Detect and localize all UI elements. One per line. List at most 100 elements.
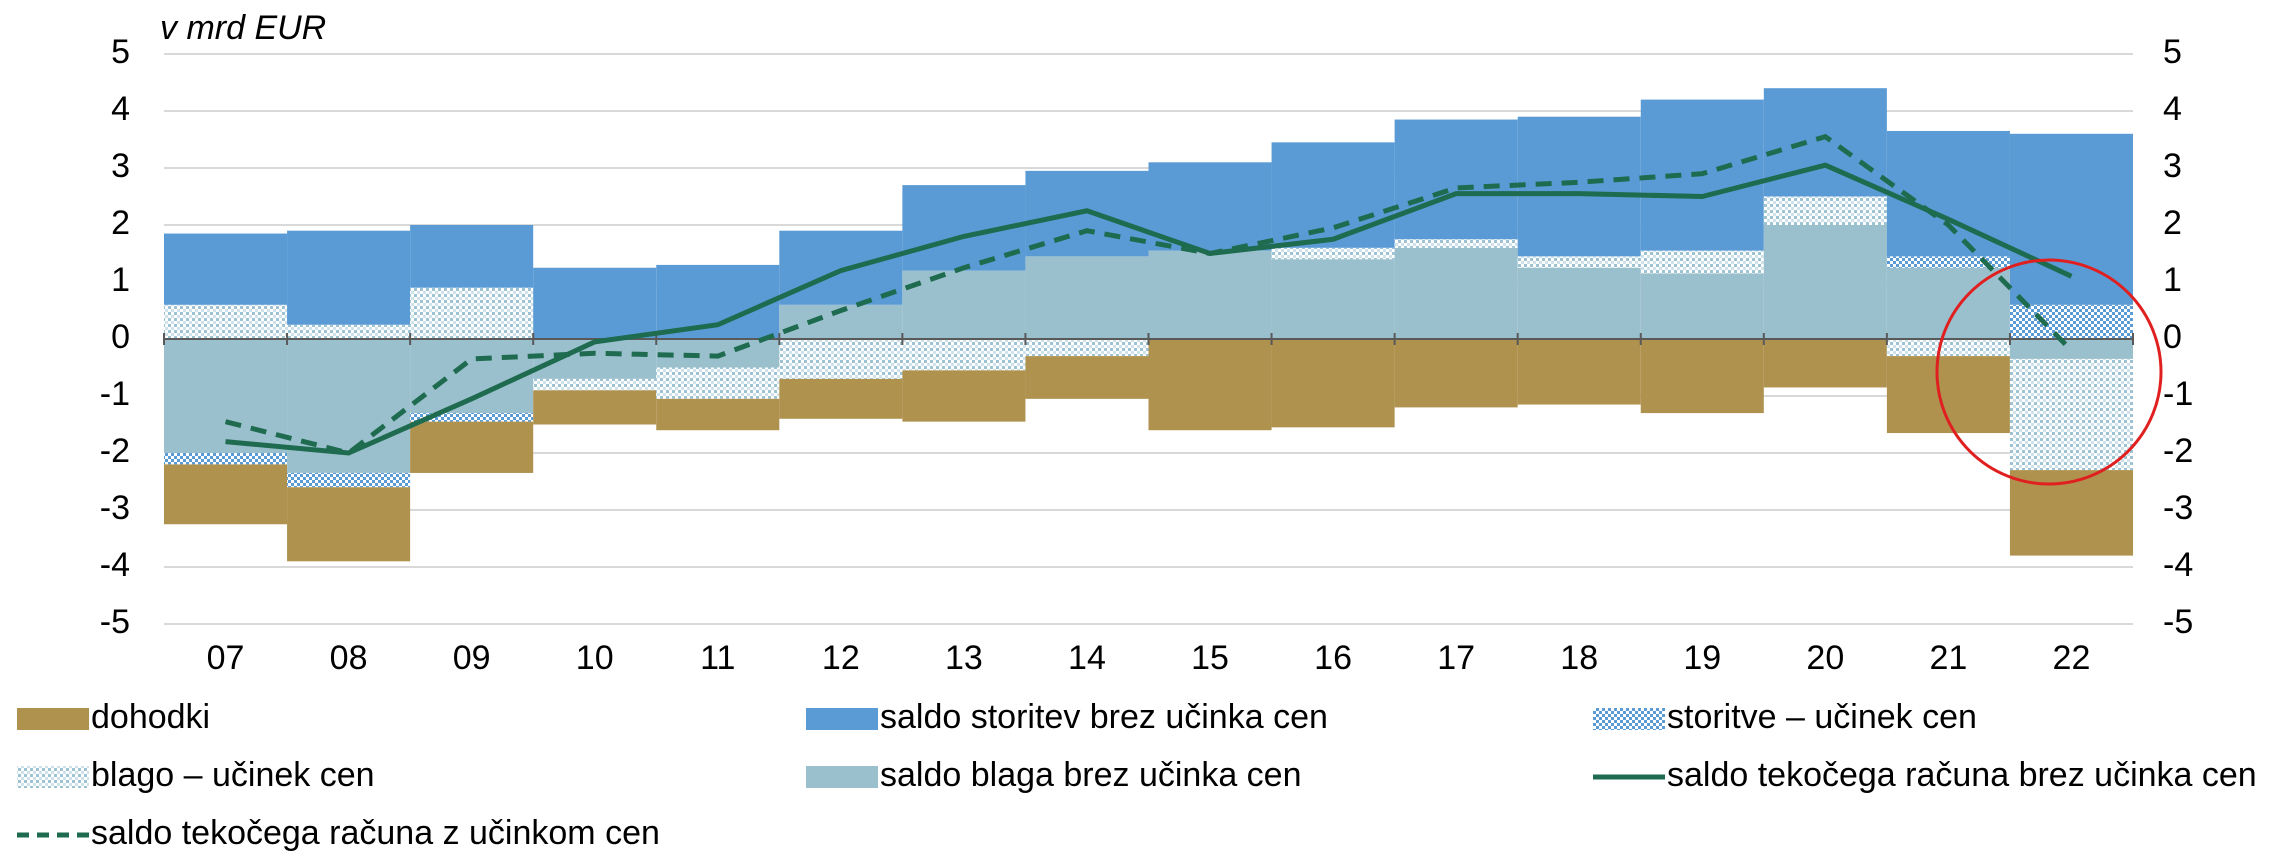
lines	[224, 133, 2074, 456]
x-tick-label: 09	[453, 639, 491, 677]
y-tick-label: 0	[111, 318, 130, 356]
y-tick-label: -4	[100, 546, 130, 584]
highlight-circle	[1935, 258, 2163, 486]
bar-segment	[1517, 256, 1641, 268]
y-tick-label: 5	[111, 33, 130, 71]
bar-segment	[1763, 339, 1887, 388]
bar-segment	[902, 339, 1026, 371]
bar-segment	[164, 233, 288, 305]
x-tick-label: 18	[1560, 639, 1598, 677]
x-tick-label: 22	[2053, 639, 2091, 677]
bar-segment	[410, 421, 534, 473]
bar-segment	[2009, 133, 2133, 305]
legend-item: dohodki	[17, 698, 210, 736]
bar-segment	[656, 398, 780, 431]
legend-item: storitve – učinek cen	[1593, 698, 1977, 736]
y2-tick-label: 2	[2163, 204, 2182, 242]
legend-swatch	[17, 766, 89, 788]
bar-segment	[1271, 339, 1395, 428]
x-tick-label: 13	[945, 639, 983, 677]
legend-swatch	[1593, 708, 1665, 730]
bar-segment	[410, 225, 534, 288]
y2-tick-label: -2	[2163, 432, 2193, 470]
bar-segment	[1394, 339, 1518, 408]
legend-label: storitve – učinek cen	[1667, 698, 1977, 736]
bar-segment	[2009, 470, 2133, 556]
bar-segment	[164, 464, 288, 525]
bar-segment	[1763, 196, 1887, 225]
bar-segment	[410, 413, 534, 422]
bar-segment	[902, 270, 1026, 339]
bar-segment	[164, 453, 288, 465]
x-tick-label: 21	[1929, 639, 1967, 677]
y-tick-label: -3	[100, 489, 130, 527]
bar-segment	[1394, 119, 1518, 240]
bar-segment	[287, 472, 411, 488]
chart-title: v mrd EUR	[160, 9, 326, 47]
axis	[163, 333, 2134, 345]
x-tick-label: 15	[1191, 639, 1229, 677]
bar-segment	[779, 230, 903, 305]
bars	[164, 88, 2133, 562]
bar-segment	[533, 339, 657, 379]
x-tick-label: 07	[207, 639, 245, 677]
bar-segment	[1148, 250, 1272, 339]
legend-label: saldo tekočega računa brez učinka cen	[1667, 756, 2257, 794]
y2-tick-label: -3	[2163, 489, 2193, 527]
bar-segment	[656, 264, 780, 339]
bar-segment	[1640, 273, 1764, 339]
legend-label: saldo storitev brez učinka cen	[880, 698, 1328, 736]
y2-tick-label: 3	[2163, 147, 2182, 185]
bar-segment	[779, 378, 903, 419]
line-series	[224, 133, 2074, 456]
bar-segment	[1517, 339, 1641, 405]
legend-item: saldo tekočega računa brez učinka cen	[1593, 756, 2257, 794]
x-tick-label: 20	[1806, 639, 1844, 677]
y2-tick-label: 4	[2163, 90, 2182, 128]
bar-segment	[164, 339, 288, 453]
bar-segment	[1394, 239, 1518, 248]
bar-segment	[2009, 304, 2133, 339]
bar-segment	[1763, 225, 1887, 339]
bar-segment	[656, 339, 780, 368]
x-tick-label: 08	[330, 639, 368, 677]
y2-tick-label: 1	[2163, 261, 2182, 299]
line-series	[225, 162, 2073, 456]
bar-segment	[1394, 247, 1518, 339]
bar-segment	[2009, 339, 2133, 359]
y-tick-label: 4	[111, 90, 130, 128]
bar-segment	[1886, 256, 2010, 268]
bar-segment	[1886, 339, 2010, 357]
x-tick-label: 10	[576, 639, 614, 677]
bar-segment	[1886, 267, 2010, 339]
y2-tick-label: -5	[2163, 603, 2193, 641]
y2-tick-label: 0	[2163, 318, 2182, 356]
bar-segment	[287, 324, 411, 339]
bar-segment	[1025, 356, 1149, 399]
bar-segment	[164, 304, 288, 339]
y2-tick-label: -4	[2163, 546, 2193, 584]
y-tick-label: 3	[111, 147, 130, 185]
bar-segment	[533, 267, 657, 339]
bar-segment	[1148, 339, 1272, 431]
bar-segment	[287, 487, 411, 562]
bar-segment	[533, 378, 657, 391]
bar-segment	[1271, 142, 1395, 248]
bar-segment	[1271, 247, 1395, 260]
bar-segment	[1517, 267, 1641, 339]
bar-segment	[410, 287, 534, 339]
x-tick-label: 16	[1314, 639, 1352, 677]
bar-segment	[2009, 358, 2133, 471]
bar-segment	[1025, 170, 1149, 257]
bar-segment	[1025, 339, 1149, 357]
bar-segment	[1640, 250, 1764, 274]
legend-item: saldo storitev brez učinka cen	[806, 698, 1328, 736]
legend-item: blago – učinek cen	[17, 756, 375, 794]
bar-segment	[287, 230, 411, 325]
x-tick-label: 17	[1437, 639, 1475, 677]
bar-segment	[1025, 256, 1149, 339]
bar-segment	[1763, 88, 1887, 197]
bar-segment	[902, 370, 1026, 422]
legend-swatch	[806, 708, 878, 730]
legend-swatch	[806, 766, 878, 788]
